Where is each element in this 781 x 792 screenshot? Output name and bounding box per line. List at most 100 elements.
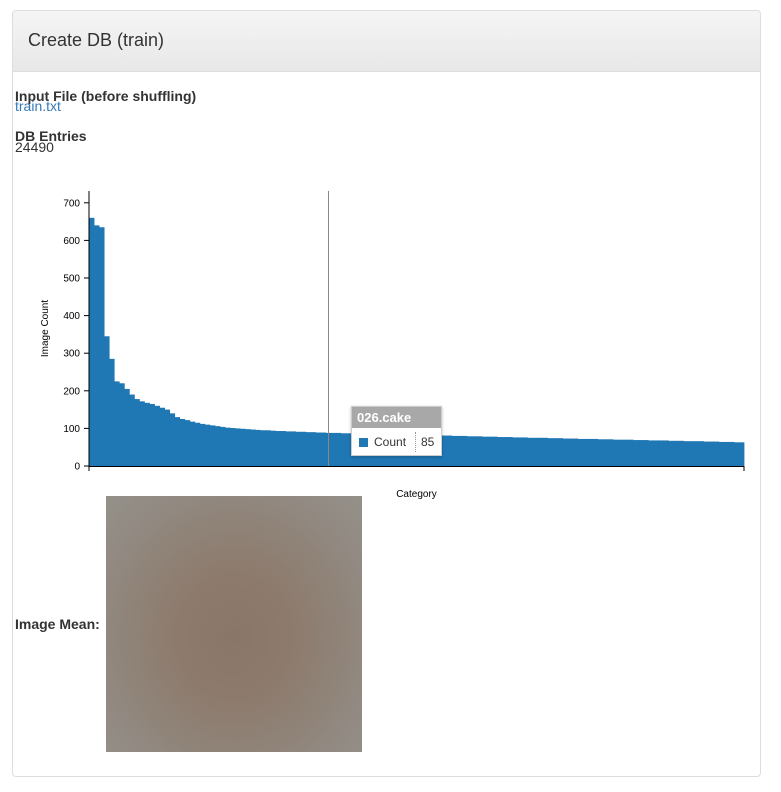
histogram-bar[interactable] — [542, 437, 548, 466]
histogram-bar[interactable] — [658, 440, 664, 466]
histogram-bar[interactable] — [557, 438, 564, 466]
histogram-bar[interactable] — [537, 437, 543, 466]
histogram-bar[interactable] — [693, 441, 700, 466]
histogram-bar[interactable] — [623, 439, 629, 466]
histogram-bar[interactable] — [340, 433, 347, 466]
histogram-bar[interactable] — [628, 439, 634, 466]
histogram-bar[interactable] — [99, 227, 105, 466]
histogram-bar[interactable] — [552, 438, 558, 466]
histogram-bar[interactable] — [134, 399, 140, 466]
histogram-bar[interactable] — [295, 431, 302, 466]
histogram-bar[interactable] — [265, 430, 271, 466]
histogram-bar[interactable] — [728, 441, 735, 466]
histogram-bar[interactable] — [446, 435, 453, 466]
histogram-bar[interactable] — [119, 383, 125, 466]
histogram-bar[interactable] — [527, 437, 533, 466]
histogram-bar[interactable] — [89, 217, 95, 466]
histogram-bar[interactable] — [713, 441, 720, 466]
histogram-bar[interactable] — [618, 439, 624, 466]
histogram-bar[interactable] — [189, 421, 196, 466]
histogram-bar[interactable] — [220, 426, 226, 466]
histogram-bar[interactable] — [320, 432, 327, 466]
histogram-bar[interactable] — [592, 438, 599, 466]
histogram-bar[interactable] — [149, 403, 155, 466]
histogram-bar[interactable] — [482, 436, 488, 466]
histogram-bar[interactable] — [577, 438, 584, 466]
histogram-bar[interactable] — [184, 420, 191, 466]
histogram-bar[interactable] — [114, 381, 120, 466]
histogram-bar[interactable] — [471, 436, 478, 466]
histogram-bar[interactable] — [547, 438, 553, 466]
histogram-bar[interactable] — [492, 436, 498, 466]
histogram-bar[interactable] — [638, 440, 644, 466]
histogram-bar[interactable] — [678, 440, 684, 466]
histogram-bar[interactable] — [698, 441, 705, 466]
histogram-bar[interactable] — [607, 439, 614, 466]
histogram-bar[interactable] — [315, 432, 322, 466]
histogram-bar[interactable] — [602, 439, 609, 466]
histogram-bar[interactable] — [572, 438, 579, 466]
histogram-bar[interactable] — [305, 432, 312, 466]
histogram-bar[interactable] — [633, 440, 639, 466]
histogram-bar[interactable] — [330, 432, 337, 466]
histogram-bar[interactable] — [522, 437, 528, 466]
input-file-link[interactable]: train.txt — [15, 98, 61, 114]
histogram-bar[interactable] — [164, 409, 171, 466]
histogram-bar[interactable] — [144, 402, 150, 466]
histogram-bar[interactable] — [214, 426, 221, 466]
histogram-bar[interactable] — [194, 422, 201, 466]
histogram-bar[interactable] — [653, 440, 659, 466]
histogram-bar[interactable] — [673, 440, 679, 466]
histogram-bar[interactable] — [643, 440, 649, 466]
histogram-bar[interactable] — [159, 407, 165, 466]
histogram-bar[interactable] — [708, 441, 715, 466]
histogram-bar[interactable] — [663, 440, 669, 466]
histogram-bar[interactable] — [466, 436, 473, 466]
histogram-bar[interactable] — [275, 431, 281, 466]
histogram-bar[interactable] — [129, 394, 135, 466]
histogram-bar[interactable] — [199, 423, 206, 466]
histogram-bar[interactable] — [240, 428, 246, 466]
histogram-bar[interactable] — [668, 440, 674, 466]
histogram-bar[interactable] — [723, 441, 730, 466]
histogram-bar[interactable] — [512, 437, 518, 466]
histogram-bar[interactable] — [487, 436, 493, 466]
histogram-bar[interactable] — [209, 425, 216, 466]
histogram-bar[interactable] — [683, 441, 689, 466]
histogram-bar[interactable] — [154, 405, 160, 466]
histogram-bar[interactable] — [225, 427, 231, 466]
histogram-bar[interactable] — [582, 438, 589, 466]
histogram-bar[interactable] — [476, 436, 483, 466]
histogram-bar[interactable] — [300, 431, 307, 466]
histogram-bar[interactable] — [648, 440, 654, 466]
histogram-bar[interactable] — [451, 435, 458, 466]
histogram-bar[interactable] — [738, 442, 745, 466]
histogram-bar[interactable] — [280, 431, 286, 466]
histogram-bar[interactable] — [718, 441, 725, 466]
histogram-bar[interactable] — [139, 401, 145, 466]
histogram-bar[interactable] — [204, 424, 211, 466]
histogram-bar[interactable] — [250, 429, 256, 466]
histogram-bar[interactable] — [235, 428, 241, 466]
histogram-bar[interactable] — [532, 437, 538, 466]
histogram-bar[interactable] — [230, 428, 236, 466]
histogram-bar[interactable] — [94, 225, 100, 466]
histogram-bar[interactable] — [245, 429, 251, 466]
histogram-bar[interactable] — [174, 417, 181, 466]
histogram-bar[interactable] — [290, 431, 296, 466]
histogram-bar[interactable] — [124, 388, 130, 466]
histogram-bar[interactable] — [260, 430, 266, 466]
histogram-bar[interactable] — [587, 438, 594, 466]
histogram-bar[interactable] — [562, 438, 569, 466]
histogram-bar[interactable] — [497, 437, 503, 466]
histogram-bar[interactable] — [502, 437, 508, 466]
histogram-bar[interactable] — [255, 429, 261, 466]
histogram-bar[interactable] — [179, 419, 186, 466]
histogram-bar[interactable] — [335, 432, 342, 466]
histogram-bar[interactable] — [109, 358, 115, 466]
histogram-bar[interactable] — [703, 441, 710, 466]
histogram-bar[interactable] — [507, 437, 513, 466]
histogram-bar[interactable] — [597, 439, 604, 466]
histogram-bar[interactable] — [441, 435, 448, 466]
histogram-bar[interactable] — [688, 441, 695, 466]
